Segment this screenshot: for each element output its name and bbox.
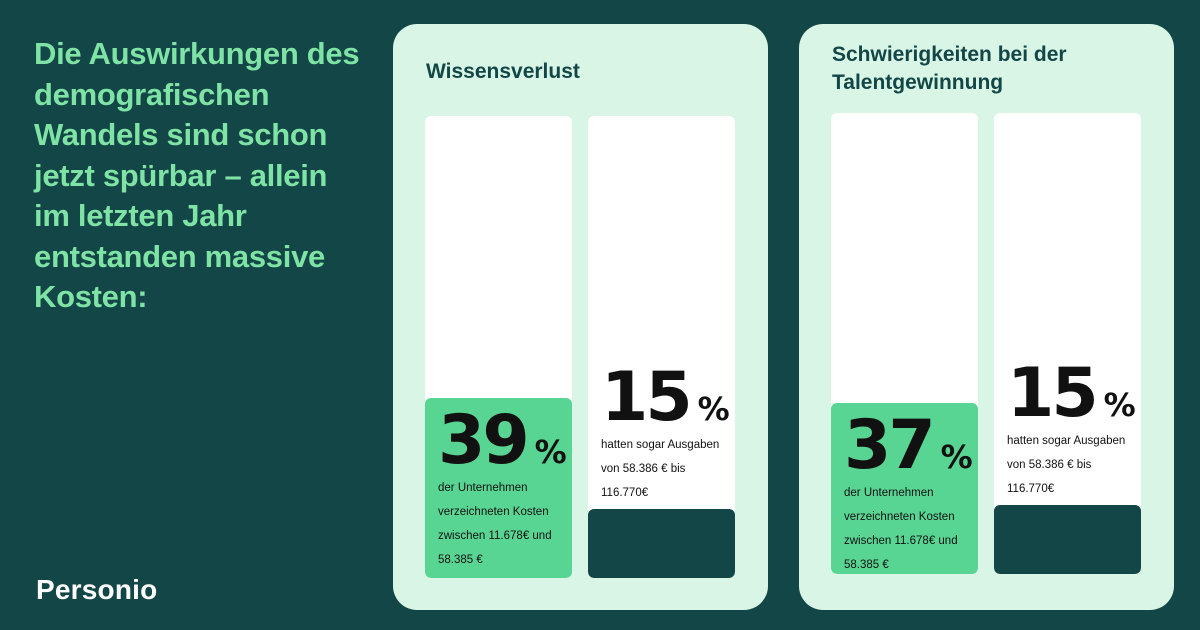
bar-value: 37: [844, 406, 936, 486]
percent-sign: %: [534, 432, 567, 471]
bar: [994, 504, 1141, 574]
bar-value: 39: [438, 400, 530, 480]
bar-value: 15: [601, 357, 693, 437]
bar: [831, 403, 978, 574]
bar-label-group: 39 % der Unternehmen verzeichneten Koste…: [438, 400, 567, 572]
bar-column: 15 % hatten sogar Ausgaben von 58.386 € …: [588, 116, 735, 578]
percent-sign: %: [697, 389, 730, 428]
bar-description: hatten sogar Ausgaben von 58.386 € bis 1…: [1007, 434, 1126, 495]
percent-sign: %: [1103, 385, 1136, 424]
chart-title: Wissensverlust: [426, 60, 580, 83]
percent-sign: %: [940, 438, 973, 477]
bar-value: 15: [1007, 353, 1099, 433]
bar-description: der Unternehmen verzeichneten Kosten zwi…: [844, 487, 958, 572]
chart-title: Schwierigkeiten bei der Talentgewinnung: [832, 43, 1067, 94]
chart-card-wissensverlust: Wissensverlust 39 % der Unternehmen verz…: [393, 24, 768, 610]
bar-label-group: 37 % der Unternehmen verzeichneten Koste…: [844, 406, 973, 574]
bar: [588, 508, 735, 578]
bar-label-group: 15 % hatten sogar Ausgaben von 58.386 € …: [601, 357, 730, 505]
bar: [425, 397, 572, 578]
headline: Die Auswirkungen des demografischen Wand…: [34, 36, 360, 314]
bar-column: 39 % der Unternehmen verzeichneten Koste…: [425, 116, 572, 578]
bar-description: der Unternehmen verzeichneten Kosten zwi…: [438, 481, 552, 566]
personio-logo: Personio: [36, 574, 158, 605]
bar-column: 15 % hatten sogar Ausgaben von 58.386 € …: [994, 113, 1141, 574]
bar-column: 37 % der Unternehmen verzeichneten Koste…: [831, 113, 978, 574]
bar-description: hatten sogar Ausgaben von 58.386 € bis 1…: [601, 438, 720, 499]
bar-label-group: 15 % hatten sogar Ausgaben von 58.386 € …: [1007, 353, 1136, 501]
chart-card-talentgewinnung: Schwierigkeiten bei der Talentgewinnung …: [799, 24, 1174, 610]
